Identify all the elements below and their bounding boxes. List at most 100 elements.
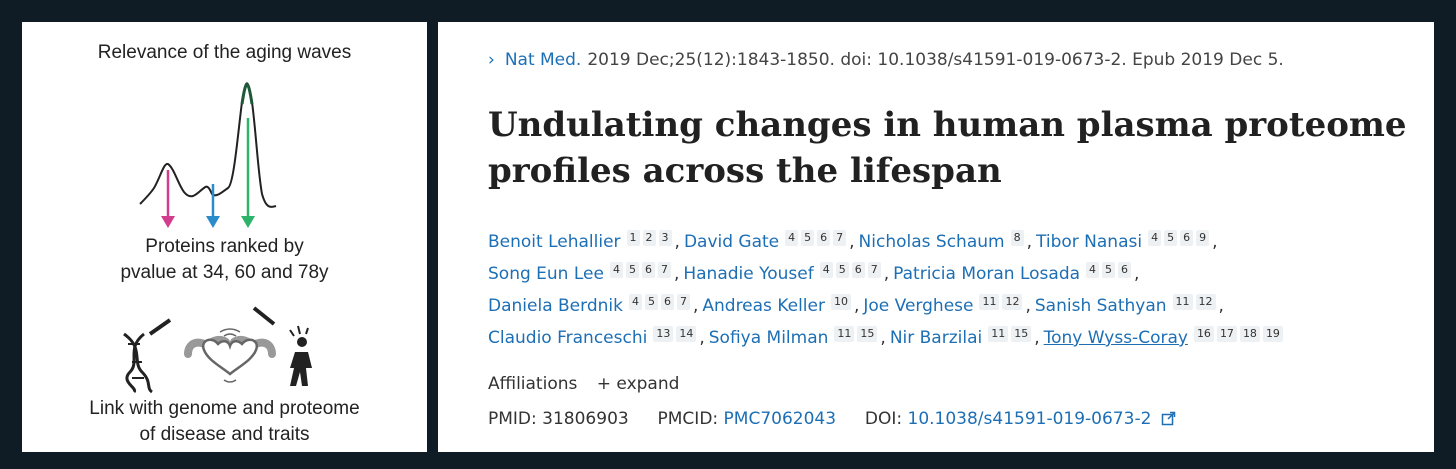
affiliation-ref-button[interactable]: 6 (1118, 262, 1132, 278)
affiliation-ref-button[interactable]: 18 (1239, 326, 1260, 342)
affiliation-ref-button[interactable]: 5 (625, 262, 639, 278)
author-name-link[interactable]: Andreas Keller (702, 296, 825, 316)
affiliation-ref-button[interactable]: 2 (642, 230, 656, 246)
author-separator: , (1025, 296, 1031, 316)
author-name-link[interactable]: Benoit Lehallier (488, 232, 621, 252)
affiliation-ref-button[interactable]: 11 (979, 294, 1000, 310)
author-separator: , (1212, 232, 1218, 252)
author-name-link[interactable]: Hanadie Yousef (683, 264, 814, 284)
author-separator: , (699, 328, 705, 348)
ranked-caption: Proteins ranked by pvalue at 34, 60 and … (120, 236, 329, 283)
affiliation-ref-button[interactable]: 9 (1196, 230, 1210, 246)
arrow-78y-head (241, 216, 255, 228)
affiliation-ref-button[interactable]: 14 (676, 326, 697, 342)
affiliation-ref-button[interactable]: 10 (830, 294, 851, 310)
affiliation-ref-button[interactable]: 19 (1262, 326, 1283, 342)
affiliation-ref-button[interactable]: 5 (644, 294, 658, 310)
citation-line: › Nat Med. 2019 Dec;25(12):1843-1850. doi:… (488, 50, 1284, 70)
author-affiliation-refs: 8 (1010, 226, 1027, 258)
affiliation-ref-button[interactable]: 3 (658, 230, 672, 246)
author-name-link[interactable]: Joe Verghese (863, 296, 974, 316)
affiliation-ref-button[interactable]: 5 (1164, 230, 1178, 246)
chevron-right-icon[interactable]: › (488, 50, 495, 70)
arrow-60y-head (206, 216, 220, 228)
affiliation-ref-button[interactable]: 16 (1193, 326, 1214, 342)
author-entry: Nicholas Schaum 8, (858, 230, 1036, 252)
connector-right (252, 306, 276, 326)
pmcid-label: PMCID: (657, 409, 719, 429)
affiliation-ref-button[interactable]: 5 (801, 230, 815, 246)
affiliation-ref-button[interactable]: 12 (1002, 294, 1023, 310)
author-name-link[interactable]: Tony Wyss-Coray (1043, 328, 1188, 348)
author-affiliation-refs: 16 17 18 19 (1193, 322, 1286, 354)
affiliation-ref-button[interactable]: 4 (1148, 230, 1162, 246)
link-caption: Link with genome and proteome of disease… (89, 398, 360, 445)
affiliation-ref-button[interactable]: 17 (1216, 326, 1237, 342)
affiliation-ref-button[interactable]: 7 (676, 294, 690, 310)
author-entry: Song Eun Lee 4 5 6 7, (488, 262, 683, 284)
affiliation-ref-button[interactable]: 8 (1010, 230, 1024, 246)
affiliation-ref-button[interactable]: 11 (1172, 294, 1193, 310)
affiliation-ref-button[interactable]: 4 (609, 262, 623, 278)
affiliation-ref-button[interactable]: 6 (851, 262, 865, 278)
affiliation-ref-button[interactable]: 4 (1086, 262, 1100, 278)
author-affiliation-refs: 13 14 (653, 322, 699, 354)
affiliation-ref-button[interactable]: 15 (1011, 326, 1032, 342)
affiliation-ref-button[interactable]: 6 (817, 230, 831, 246)
author-entry: Benoit Lehallier 1 2 3, (488, 230, 684, 252)
affiliation-ref-button[interactable]: 11 (988, 326, 1009, 342)
affiliation-ref-button[interactable]: 4 (785, 230, 799, 246)
affiliation-ref-button[interactable]: 1 (626, 230, 640, 246)
affiliation-ref-button[interactable]: 4 (628, 294, 642, 310)
author-name-link[interactable]: Sofiya Milman (708, 328, 829, 348)
affiliation-ref-button[interactable]: 6 (641, 262, 655, 278)
author-name-link[interactable]: Sanish Sathyan (1034, 296, 1167, 316)
author-name-link[interactable]: Daniela Berdnik (488, 296, 623, 316)
expand-affiliations-button[interactable]: + expand (596, 374, 680, 394)
affiliation-ref-button[interactable]: 6 (660, 294, 674, 310)
affiliation-ref-button[interactable]: 5 (835, 262, 849, 278)
author-line: Song Eun Lee 4 5 6 7, Hanadie Yousef 4 5 6 7, Patr… (488, 258, 1408, 290)
author-entry: David Gate 4 5 6 7, (683, 230, 859, 252)
author-name-link[interactable]: Nir Barzilai (889, 328, 983, 348)
author-separator: , (883, 264, 890, 284)
affiliation-ref-button[interactable]: 12 (1195, 294, 1216, 310)
affiliation-ref-button[interactable]: 7 (833, 230, 847, 246)
author-affiliation-refs: 11 15 (988, 322, 1034, 354)
author-separator: , (1218, 296, 1224, 316)
affiliation-ref-button[interactable]: 6 (1180, 230, 1194, 246)
pmcid-link[interactable]: PMC7062043 (723, 409, 837, 429)
article-title: Undulating changes in human plasma prote… (488, 105, 1407, 191)
author-name-link[interactable]: Song Eun Lee (488, 264, 604, 284)
author-entry: Joe Verghese 11 12, (863, 294, 1034, 316)
author-name-link[interactable]: Claudio Franceschi (488, 328, 648, 348)
author-affiliation-refs: 10 (830, 290, 854, 322)
author-entry: Daniela Berdnik 4 5 6 7, (488, 294, 702, 316)
author-name-link[interactable]: Patricia Moran Losada (893, 264, 1081, 284)
affiliation-ref-button[interactable]: 7 (867, 262, 881, 278)
author-name-link[interactable]: Tibor Nanasi (1035, 232, 1143, 252)
author-name-link[interactable]: David Gate (683, 232, 780, 252)
affiliation-ref-button[interactable]: 15 (857, 326, 878, 342)
author-line: Claudio Franceschi 13 14, Sofiya Milman 11 15… (488, 322, 1408, 354)
author-name-link[interactable]: Nicholas Schaum (858, 232, 1005, 252)
doi-link[interactable]: 10.1038/s41591-019-0673-2 (907, 409, 1152, 429)
article-header-panel: › Nat Med. 2019 Dec;25(12):1843-1850. doi:… (438, 22, 1434, 452)
abstract-title: Relevance of the aging waves (97, 42, 352, 63)
affiliation-ref-button[interactable]: 11 (834, 326, 855, 342)
affiliation-ref-button[interactable]: 7 (657, 262, 671, 278)
author-entry: Tibor Nanasi 4 5 6 9, (1035, 230, 1221, 252)
author-separator: , (1134, 264, 1140, 284)
doi-label: DOI: (864, 409, 903, 429)
journal-link[interactable]: Nat Med. (504, 50, 582, 70)
author-line: Benoit Lehallier 1 2 3, David Gate 4 5 6 7, Nicho… (488, 226, 1408, 258)
affiliation-ref-button[interactable]: 5 (1102, 262, 1116, 278)
author-entry: Claudio Franceschi 13 14, (488, 326, 709, 348)
external-link-icon[interactable] (1161, 411, 1176, 426)
affiliation-ref-button[interactable]: 4 (819, 262, 833, 278)
affiliation-ref-button[interactable]: 13 (653, 326, 674, 342)
